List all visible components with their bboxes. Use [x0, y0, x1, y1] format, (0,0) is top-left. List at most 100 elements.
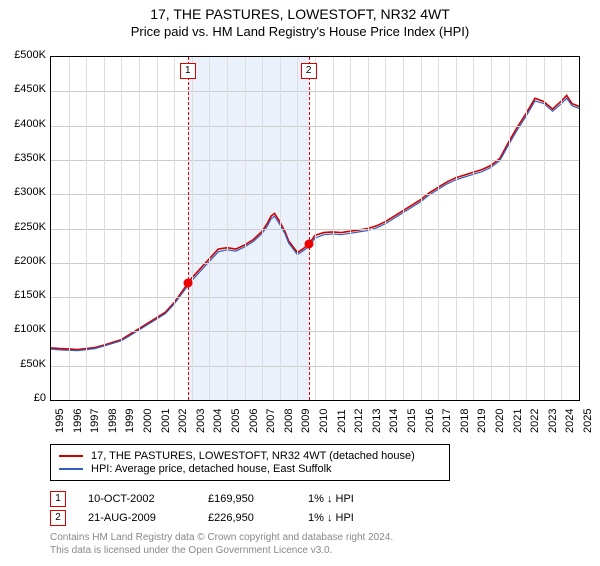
marker-point — [183, 279, 192, 288]
vgrid — [350, 57, 351, 400]
vgrid — [456, 57, 457, 400]
vgrid — [509, 57, 510, 400]
legend-item-1: 17, THE PASTURES, LOWESTOFT, NR32 4WT (d… — [59, 450, 441, 462]
x-tick-label: 1996 — [72, 409, 84, 433]
x-tick-label: 2013 — [371, 409, 383, 433]
marker-dash — [309, 57, 310, 400]
x-tick-label: 1995 — [54, 409, 66, 433]
x-tick-label: 2017 — [441, 409, 453, 433]
x-tick-label: 2012 — [353, 409, 365, 433]
vgrid — [121, 57, 122, 400]
sale-price: £226,950 — [208, 512, 308, 524]
x-tick-label: 2021 — [512, 409, 524, 433]
attribution-line1: Contains HM Land Registry data © Crown c… — [50, 531, 393, 544]
vgrid — [209, 57, 210, 400]
vgrid — [227, 57, 228, 400]
sale-date: 21-AUG-2009 — [88, 512, 208, 524]
y-tick-label: £500K — [4, 49, 46, 61]
vgrid — [297, 57, 298, 400]
sale-index: 1 — [50, 491, 66, 507]
vgrid — [262, 57, 263, 400]
x-tick-label: 2007 — [265, 409, 277, 433]
plot-area: 12 — [50, 56, 580, 401]
sale-row: 1 10-OCT-2002£169,9501% ↓ HPI — [50, 491, 368, 507]
marker-point — [304, 240, 313, 249]
marker-index-box: 2 — [301, 63, 317, 79]
chart-container: 17, THE PASTURES, LOWESTOFT, NR32 4WT Pr… — [0, 6, 600, 566]
vgrid — [104, 57, 105, 400]
legend-swatch-1 — [59, 455, 83, 457]
legend-item-2: HPI: Average price, detached house, East… — [59, 463, 441, 475]
vgrid — [69, 57, 70, 400]
x-tick-label: 2019 — [476, 409, 488, 433]
x-tick-label: 2002 — [177, 409, 189, 433]
chart-title: 17, THE PASTURES, LOWESTOFT, NR32 4WT — [0, 6, 600, 22]
x-tick-label: 1998 — [107, 409, 119, 433]
x-tick-label: 2024 — [564, 409, 576, 433]
vgrid — [192, 57, 193, 400]
y-tick-label: £200K — [4, 255, 46, 267]
vgrid — [491, 57, 492, 400]
x-tick-label: 2015 — [406, 409, 418, 433]
x-tick-label: 2014 — [388, 409, 400, 433]
attribution: Contains HM Land Registry data © Crown c… — [50, 531, 393, 557]
attribution-line2: This data is licensed under the Open Gov… — [50, 544, 393, 557]
vgrid — [174, 57, 175, 400]
vgrid — [157, 57, 158, 400]
sale-index: 2 — [50, 510, 66, 526]
vgrid — [473, 57, 474, 400]
y-tick-label: £250K — [4, 221, 46, 233]
vgrid — [385, 57, 386, 400]
vgrid — [333, 57, 334, 400]
legend: 17, THE PASTURES, LOWESTOFT, NR32 4WT (d… — [50, 444, 450, 481]
vgrid — [280, 57, 281, 400]
x-tick-label: 2006 — [248, 409, 260, 433]
y-tick-label: £350K — [4, 152, 46, 164]
vgrid — [421, 57, 422, 400]
sale-diff: 1% ↓ HPI — [308, 512, 368, 524]
x-tick-label: 2008 — [283, 409, 295, 433]
sale-date: 10-OCT-2002 — [88, 493, 208, 505]
sale-price: £169,950 — [208, 493, 308, 505]
vgrid — [526, 57, 527, 400]
vgrid — [315, 57, 316, 400]
x-tick-label: 2000 — [142, 409, 154, 433]
x-tick-label: 2005 — [230, 409, 242, 433]
y-tick-label: £50K — [4, 358, 46, 370]
y-tick-label: £400K — [4, 118, 46, 130]
vgrid — [438, 57, 439, 400]
vgrid — [544, 57, 545, 400]
x-tick-label: 2023 — [547, 409, 559, 433]
y-tick-label: £300K — [4, 186, 46, 198]
y-tick-label: £450K — [4, 83, 46, 95]
x-tick-label: 1997 — [89, 409, 101, 433]
vgrid — [245, 57, 246, 400]
y-tick-label: £0 — [4, 392, 46, 404]
x-tick-label: 2016 — [424, 409, 436, 433]
vgrid — [368, 57, 369, 400]
vgrid — [561, 57, 562, 400]
x-tick-label: 2003 — [195, 409, 207, 433]
vgrid — [86, 57, 87, 400]
legend-label-2: HPI: Average price, detached house, East… — [91, 463, 332, 475]
marker-dash — [188, 57, 189, 400]
x-tick-label: 2004 — [212, 409, 224, 433]
x-tick-label: 1999 — [124, 409, 136, 433]
x-tick-label: 2018 — [459, 409, 471, 433]
vgrid — [403, 57, 404, 400]
sales-table: 1 10-OCT-2002£169,9501% ↓ HPI 2 21-AUG-2009… — [50, 488, 368, 529]
legend-label-1: 17, THE PASTURES, LOWESTOFT, NR32 4WT (d… — [91, 450, 415, 462]
x-tick-label: 2009 — [300, 409, 312, 433]
legend-swatch-2 — [59, 468, 83, 470]
x-tick-label: 2010 — [318, 409, 330, 433]
y-tick-label: £100K — [4, 323, 46, 335]
y-tick-label: £150K — [4, 289, 46, 301]
x-tick-label: 2022 — [529, 409, 541, 433]
sale-row: 2 21-AUG-2009£226,9501% ↓ HPI — [50, 510, 368, 526]
x-tick-label: 2020 — [494, 409, 506, 433]
marker-index-box: 1 — [180, 63, 196, 79]
x-tick-label: 2001 — [160, 409, 172, 433]
sale-diff: 1% ↓ HPI — [308, 493, 368, 505]
vgrid — [139, 57, 140, 400]
chart-subtitle: Price paid vs. HM Land Registry's House … — [0, 24, 600, 39]
